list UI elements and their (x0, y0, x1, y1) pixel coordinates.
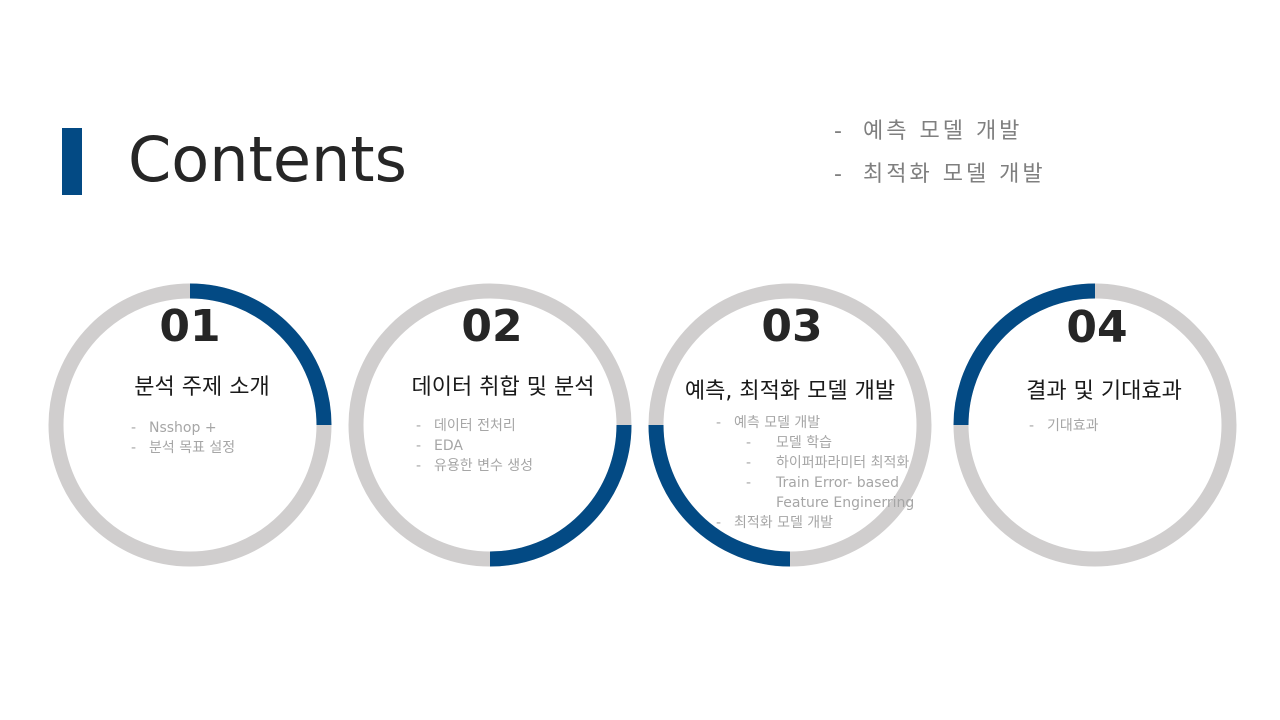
list-item: - 데이터 전처리 (416, 416, 533, 436)
section-number-02: 02 (461, 301, 523, 352)
bullet-dash: - (416, 458, 422, 474)
ring-progress-03 (648, 424, 791, 567)
list-item: - 하이퍼파라미터 최적화 (716, 453, 914, 473)
bullet-dash: - (131, 420, 137, 436)
section-items-03: - 예측 모델 개발 - 모델 학습 - 하이퍼파라미터 최적화 - Train Err… (716, 413, 914, 533)
ring-progress-01 (189, 283, 332, 426)
section-items-02: - 데이터 전처리 - EDA - 유용한 변수 생성 (416, 416, 533, 476)
section-heading-01: 분석 주제 소개 (134, 375, 270, 400)
bullet-dash: - (416, 418, 422, 434)
list-item-text: Feature Enginerring (776, 495, 915, 511)
top-bullet-list: - 예측 모델 개발 - 최적화 모델 개발 (834, 110, 1046, 196)
list-item: - 기대효과 (1029, 416, 1099, 436)
list-item-text: 최적화 모델 개발 (734, 515, 834, 531)
bullet-dash: - (131, 440, 137, 456)
bullet-dash: - (834, 119, 845, 144)
list-item: - 최적화 모델 개발 (716, 513, 914, 533)
page-title: Contents (128, 123, 407, 196)
top-bullet-item: - 최적화 모델 개발 (834, 153, 1046, 196)
bullet-dash: - (416, 438, 422, 454)
title-accent-bar (62, 128, 82, 195)
bullet-dash: - (746, 435, 752, 451)
list-item-text: 모델 학습 (776, 435, 832, 451)
top-bullet-text: 최적화 모델 개발 (863, 162, 1046, 187)
bullet-dash: - (1029, 418, 1035, 434)
bullet-dash: - (834, 162, 845, 187)
list-item-text: EDA (434, 438, 463, 454)
list-item: - Train Error- based (716, 473, 914, 493)
list-item-text: 기대효과 (1047, 418, 1099, 434)
section-number-01: 01 (159, 301, 221, 352)
section-heading-03: 예측, 최적화 모델 개발 (684, 379, 896, 404)
list-item: - 모델 학습 (716, 433, 914, 453)
list-item-text: Nsshop + (149, 420, 217, 436)
ring-progress-04 (953, 283, 1096, 426)
bullet-dash: - (746, 455, 752, 471)
section-items-04: - 기대효과 (1029, 416, 1099, 436)
list-item-text: 하이퍼파라미터 최적화 (776, 455, 910, 471)
list-item: - 유용한 변수 생성 (416, 456, 533, 476)
section-heading-02: 데이터 취합 및 분석 (411, 375, 595, 400)
bullet-dash: - (716, 415, 722, 431)
top-bullet-text: 예측 모델 개발 (863, 119, 1023, 144)
ring-progress-02 (489, 424, 632, 567)
bullet-dash: - (746, 475, 752, 491)
list-item: - Nsshop + (131, 418, 235, 438)
section-items-01: - Nsshop + - 분석 목표 설정 (131, 418, 235, 458)
list-item-text: Train Error- based (776, 475, 900, 491)
list-item: - 예측 모델 개발 (716, 413, 914, 433)
section-number-04: 04 (1066, 302, 1128, 353)
list-item: - 분석 목표 설정 (131, 438, 235, 458)
list-item-text: 예측 모델 개발 (734, 415, 821, 431)
list-item-text: 데이터 전처리 (434, 418, 516, 434)
top-bullet-item: - 예측 모델 개발 (834, 110, 1046, 153)
list-item: Feature Enginerring (716, 493, 914, 513)
section-number-03: 03 (761, 301, 823, 352)
list-item-text: 유용한 변수 생성 (434, 458, 534, 474)
section-heading-04: 결과 및 기대효과 (1026, 379, 1182, 404)
list-item: - EDA (416, 436, 533, 456)
list-item-text: 분석 목표 설정 (149, 440, 236, 456)
bullet-dash: - (716, 515, 722, 531)
